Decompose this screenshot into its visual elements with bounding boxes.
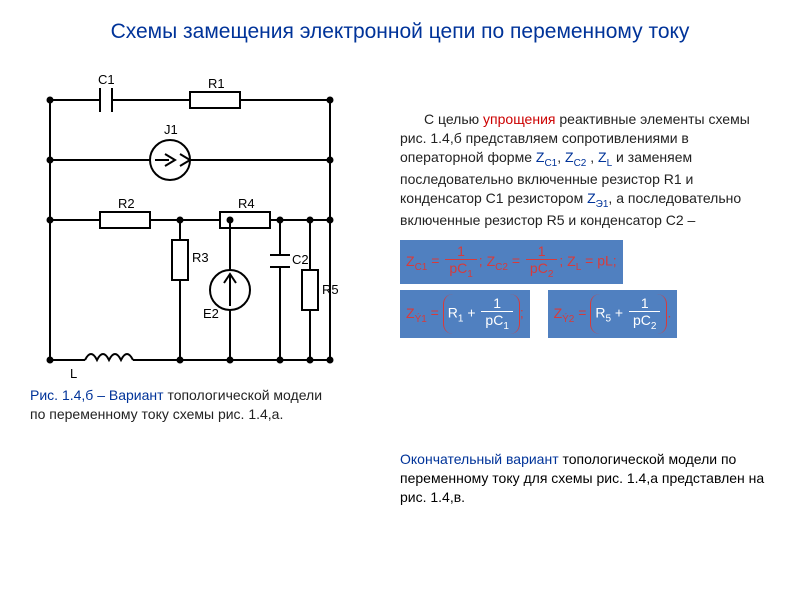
final-lead: Окончательный вариант — [400, 451, 559, 467]
p-zc2-sub: C2 — [574, 158, 587, 169]
formula-row-2a: ZÝ1 = R1 + 1pC1; — [400, 290, 530, 338]
caption-lead: Рис. 1.4,б – Вариант — [30, 387, 164, 403]
p-zl: Z — [598, 149, 607, 165]
formula-row-2b: ZÝ2 = R5 + 1pC2. — [548, 290, 678, 338]
label-r2: R2 — [118, 196, 135, 211]
circuit-svg: C1 R1 J1 R2 R4 R3 C2 E2 R5 L — [30, 70, 350, 380]
label-r4: R4 — [238, 196, 255, 211]
label-c1: C1 — [98, 72, 115, 87]
p-ze1-sub: Э1 — [596, 199, 609, 210]
label-c2: C2 — [292, 252, 309, 267]
label-r1: R1 — [208, 76, 225, 91]
circuit-diagram: C1 R1 J1 R2 R4 R3 C2 E2 R5 L — [30, 70, 350, 380]
p-highlight: упрощения — [483, 111, 555, 127]
main-paragraph: С целью упрощения реактивные элементы сх… — [400, 110, 770, 230]
formula-block: ZC1 = 1pC1; ZC2 = 1pC2; ZL = pL; ZÝ1 = R… — [400, 234, 770, 338]
p-zc1-sub: C1 — [544, 158, 557, 169]
label-r5: R5 — [322, 282, 339, 297]
final-paragraph: Окончательный вариант топологической мод… — [400, 450, 770, 507]
label-r3: R3 — [192, 250, 209, 265]
p-zc2: Z — [565, 149, 574, 165]
formula-row-1: ZC1 = 1pC1; ZC2 = 1pC2; ZL = pL; — [400, 240, 623, 284]
right-column: С целью упрощения реактивные элементы сх… — [400, 110, 770, 338]
label-e2: E2 — [203, 306, 219, 321]
p-sep1: , — [557, 149, 565, 165]
label-l: L — [70, 366, 77, 380]
page-title: Схемы замещения электронной цепи по пере… — [30, 20, 770, 44]
p-sep2: , — [586, 149, 598, 165]
left-column: C1 R1 J1 R2 R4 R3 C2 E2 R5 L Рис. 1.4,б … — [30, 70, 370, 424]
figure-caption: Рис. 1.4,б – Вариант топологической моде… — [30, 386, 330, 424]
p-intro: С целью — [424, 111, 483, 127]
label-j1: J1 — [164, 122, 178, 137]
p-ze1: Z — [587, 190, 596, 206]
